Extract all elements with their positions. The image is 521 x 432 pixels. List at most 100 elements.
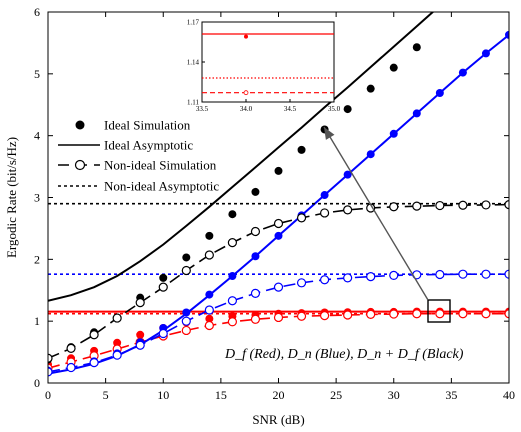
- red-ideal-sim-point-3: [113, 338, 122, 347]
- caption-text: D_f (Red), D_n (Blue), D_n + D_f (Black): [224, 347, 464, 362]
- zoom-arrow: [323, 126, 451, 323]
- black-non-ideal-sim-point-5: [158, 282, 168, 292]
- red-non-ideal-sim-point-13: [343, 310, 353, 320]
- inset-x-tick-label: 34.5: [284, 105, 297, 113]
- blue-non-ideal-simulation-line: [48, 273, 509, 373]
- blue-ideal-sim-point-13: [343, 170, 352, 179]
- blue-ideal-sim-point-19: [481, 49, 490, 58]
- y-tick-label: 6: [34, 5, 40, 19]
- blue-ideal-sim-point-8: [228, 272, 237, 281]
- inset-x-tick-label: 34.0: [240, 105, 253, 113]
- black-ideal-sim-point-7: [205, 231, 214, 240]
- blue-ideal-sim-point-14: [366, 150, 375, 159]
- blue-non-ideal-sim-point-7: [204, 305, 214, 315]
- red-non-ideal-sim-point-16: [412, 309, 422, 319]
- black-ideal-sim-point-9: [251, 187, 260, 196]
- x-tick-label: 35: [445, 388, 457, 402]
- blue-non-ideal-sim-point-17: [435, 269, 445, 280]
- black-non-ideal-simulation-line: [48, 203, 509, 360]
- inset-y-tick-label: 1.14: [187, 59, 200, 67]
- zoom-arrow-head: [324, 127, 335, 140]
- red-non-ideal-sim-point-14: [366, 309, 376, 319]
- x-tick-label: 25: [330, 388, 342, 402]
- legend-marker-open: [74, 159, 86, 171]
- blue-non-ideal-sim-point-14: [366, 272, 376, 282]
- legend-label: Ideal Asymptotic: [104, 138, 193, 153]
- legend-label: Non-ideal Asymptotic: [104, 179, 219, 194]
- black-ideal-sim-point-15: [389, 63, 398, 72]
- black-ideal-sim-point-6: [182, 253, 191, 262]
- blue-ideal-sim-point-9: [251, 252, 260, 261]
- red-ideal-sim-point-7: [205, 314, 214, 323]
- x-tick-label: 40: [503, 388, 515, 402]
- blue-non-ideal-sim-point-8: [227, 296, 237, 306]
- legend-label: Ideal Simulation: [104, 118, 191, 133]
- black-ideal-sim-point-5: [159, 273, 168, 282]
- blue-non-ideal-sim-point-3: [112, 350, 122, 360]
- black-non-ideal-sim-point-3: [112, 313, 122, 323]
- black-non-ideal-sim-point-10: [273, 218, 284, 229]
- blue-ideal-sim-point-6: [182, 308, 191, 317]
- inset-marker-open: [243, 90, 249, 96]
- x-tick-label: 0: [45, 388, 51, 402]
- red-non-ideal-sim-point-19: [481, 309, 491, 319]
- blue-non-ideal-sim-point-6: [181, 316, 191, 326]
- red-non-ideal-sim-point-9: [250, 314, 261, 324]
- black-non-ideal-sim-point-18: [458, 200, 468, 210]
- legend-label: Non-ideal Simulation: [104, 158, 217, 173]
- blue-non-ideal-sim-point-5: [158, 328, 168, 339]
- black-non-ideal-sim-point-7: [204, 250, 214, 260]
- inset-y-tick-label: 1.11: [187, 99, 199, 107]
- red-non-ideal-sim-point-17: [435, 309, 445, 319]
- black-non-ideal-sim-point-13: [343, 205, 353, 215]
- black-non-ideal-sim-point-9: [250, 226, 261, 237]
- blue-non-ideal-sim-point-0: [48, 367, 53, 377]
- inset-y-tick-label: 1.17: [187, 19, 200, 27]
- red-ideal-sim-point-4: [136, 330, 145, 339]
- black-ideal-sim-point-14: [366, 84, 375, 93]
- x-tick-label: 20: [273, 388, 285, 402]
- black-non-ideal-sim-point-20: [504, 200, 509, 210]
- x-tick-label: 30: [388, 388, 400, 402]
- x-tick-label: 5: [103, 388, 109, 402]
- red-non-ideal-sim-point-18: [458, 309, 468, 319]
- legend-marker-filled: [75, 120, 85, 130]
- blue-ideal-sim-point-16: [412, 109, 421, 118]
- y-tick-label: 0: [34, 376, 40, 390]
- red-non-ideal-sim-point-10: [273, 312, 284, 323]
- black-non-ideal-sim-point-1: [66, 343, 76, 353]
- blue-non-ideal-sim-point-9: [250, 288, 261, 298]
- blue-non-ideal-sim-point-1: [66, 362, 76, 373]
- red-non-ideal-sim-point-11: [296, 311, 307, 321]
- series-layer: [48, 12, 509, 377]
- x-tick-label: 10: [157, 388, 169, 402]
- red-non-ideal-sim-point-8: [227, 317, 237, 327]
- blue-ideal-sim-point-15: [389, 129, 398, 138]
- y-tick-label: 2: [34, 252, 40, 266]
- blue-non-ideal-sim-point-18: [458, 269, 468, 279]
- black-non-ideal-sim-point-0: [48, 353, 53, 363]
- blue-ideal-sim-point-7: [205, 290, 214, 299]
- inset-x-tick-label: 33.5: [196, 105, 209, 113]
- blue-non-ideal-sim-point-15: [389, 270, 399, 281]
- red-non-ideal-sim-point-6: [181, 325, 191, 336]
- black-non-ideal-sim-point-15: [389, 202, 399, 212]
- caption-box: D_f (Red), D_n (Blue), D_n + D_f (Black): [218, 340, 506, 366]
- blue-non-ideal-sim-point-11: [296, 278, 307, 288]
- black-ideal-asymptotic-line: [48, 12, 435, 302]
- red-non-ideal-sim-point-15: [389, 309, 399, 319]
- red-non-ideal-sim-point-12: [320, 311, 330, 321]
- zoom-arrow-shaft: [323, 126, 429, 301]
- blue-ideal-sim-point-17: [435, 89, 444, 98]
- zoom-box: [427, 299, 451, 323]
- red-non-ideal-sim-point-20: [504, 309, 509, 319]
- inset-frame: [201, 21, 335, 103]
- y-axis-title: Ergodic Rate (bit/s/Hz): [4, 137, 19, 258]
- red-non-ideal-sim-point-7: [204, 320, 214, 331]
- x-axis-title: SNR (dB): [252, 412, 304, 427]
- blue-non-ideal-sim-point-10: [273, 282, 284, 292]
- y-tick-label: 4: [34, 129, 40, 143]
- blue-ideal-sim-point-18: [458, 68, 467, 77]
- black-ideal-sim-point-13: [343, 105, 352, 114]
